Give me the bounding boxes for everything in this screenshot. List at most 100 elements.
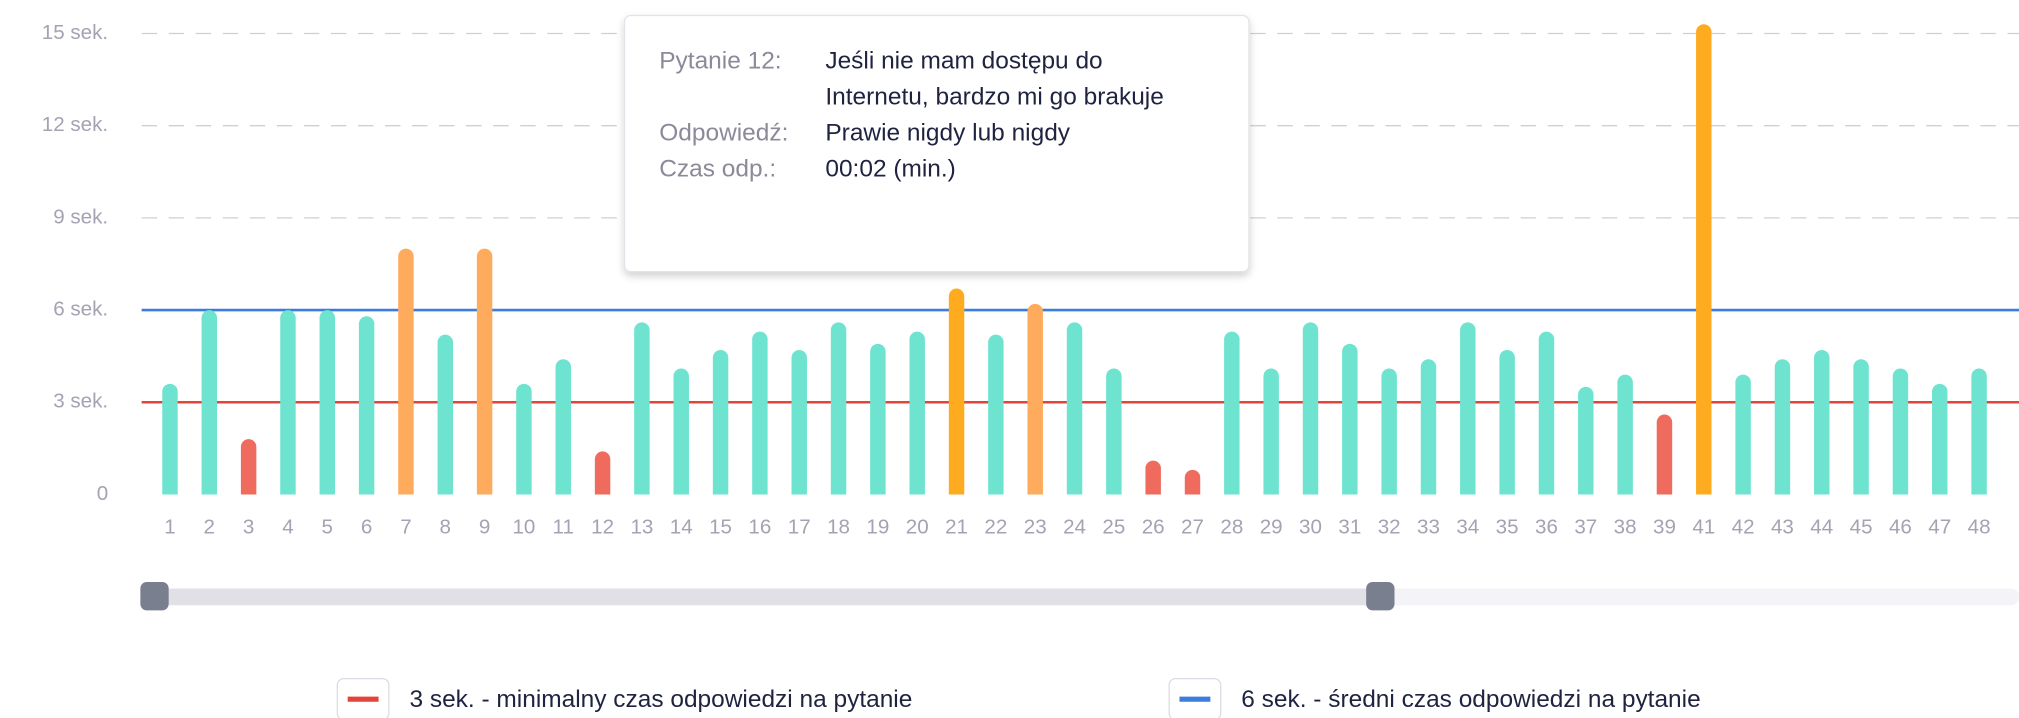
y-tick-label: 9 sek.	[53, 205, 108, 228]
x-tick-label: 48	[1968, 515, 1991, 538]
tooltip-value: Internetu, bardzo mi go brakuje	[825, 83, 1163, 110]
x-tick-label: 18	[827, 515, 850, 538]
x-tick-label: 3	[243, 515, 254, 538]
x-tick-label: 20	[906, 515, 929, 538]
bar	[1066, 322, 1083, 495]
bar	[319, 310, 336, 495]
x-tick-label: 15	[709, 515, 732, 538]
x-tick-label: 17	[788, 515, 811, 538]
tooltip-key: Czas odp.:	[659, 155, 776, 182]
x-tick-label: 1	[164, 515, 175, 538]
bar	[1381, 368, 1397, 495]
tooltip-box	[623, 14, 1250, 273]
bar	[948, 288, 965, 495]
x-tick-label: 7	[400, 515, 411, 538]
x-tick-label: 13	[630, 515, 653, 538]
bar	[555, 359, 571, 495]
slider-handle[interactable]	[140, 582, 169, 611]
x-tick-label: 29	[1260, 515, 1283, 538]
x-tick-label: 27	[1181, 515, 1204, 538]
bar	[1656, 414, 1673, 495]
bar	[1853, 359, 1869, 495]
y-tick-label: 12 sek.	[42, 113, 108, 136]
x-tick-label: 39	[1653, 515, 1676, 538]
bar	[1578, 386, 1594, 495]
bar	[1814, 350, 1830, 495]
bar	[1224, 331, 1240, 495]
x-tick-label: 36	[1535, 515, 1558, 538]
x-tick-label: 44	[1810, 515, 1833, 538]
x-tick-label: 33	[1417, 515, 1440, 538]
x-tick-label: 10	[512, 515, 535, 538]
x-tick-label: 19	[866, 515, 889, 538]
x-tick-label: 41	[1692, 515, 1715, 538]
x-tick-label: 11	[553, 515, 574, 538]
bar	[634, 322, 650, 495]
bar	[398, 248, 414, 495]
legend: 3 sek. - minimalny czas odpowiedzi na py…	[336, 677, 1701, 718]
x-tick-label: 6	[361, 515, 372, 538]
bar	[1892, 368, 1909, 495]
bar	[1499, 350, 1515, 495]
plot-area: 03 sek.6 sek.9 sek.12 sek.15 sek.1 2 3 4 5 6 7…	[42, 21, 2019, 538]
range-slider[interactable]	[140, 582, 2019, 611]
x-tick-label: 14	[670, 515, 693, 538]
y-tick-label: 15 sek.	[42, 21, 108, 44]
bar	[712, 350, 729, 495]
tooltip: Pytanie 12: Jeśli nie mam dostępu do Inter…	[623, 14, 1250, 273]
x-tick-label: 30	[1299, 515, 1322, 538]
bar	[1184, 469, 1201, 495]
bar	[673, 368, 689, 495]
x-tick-label: 31	[1338, 515, 1361, 538]
slider-handle[interactable]	[1366, 582, 1395, 611]
bar	[1106, 368, 1122, 495]
bar	[358, 316, 375, 495]
x-tick-label: 38	[1614, 515, 1637, 538]
tooltip-value: Jeśli nie mam dostępu do	[825, 47, 1102, 74]
bar	[1971, 368, 1987, 495]
bar	[909, 331, 925, 495]
x-tick-label: 34	[1456, 515, 1479, 538]
x-tick-label: 35	[1496, 515, 1519, 538]
tooltip-value: 00:02 (min.)	[825, 155, 955, 182]
x-tick-label: 43	[1771, 515, 1794, 538]
y-tick-label: 0	[97, 482, 108, 505]
bar	[516, 383, 532, 495]
x-tick-label: 2	[204, 515, 215, 538]
x-tick-label: 4	[282, 515, 293, 538]
x-tick-label: 8	[440, 515, 451, 538]
bar	[1342, 343, 1358, 495]
tooltip-key: Odpowiedź:	[659, 119, 788, 146]
bar	[1145, 460, 1161, 495]
x-tick-label: 16	[748, 515, 771, 538]
bar	[1263, 368, 1279, 495]
tooltip-value: Prawie nigdy lub nigdy	[825, 119, 1070, 146]
slider-range	[141, 588, 1381, 606]
bar	[1735, 374, 1751, 495]
x-tick-label: 47	[1928, 515, 1951, 538]
bar	[1027, 303, 1043, 495]
bar	[201, 310, 218, 495]
bar	[830, 322, 847, 495]
x-tick-label: 22	[984, 515, 1007, 538]
x-tick-label: 46	[1889, 515, 1912, 538]
bar	[162, 383, 178, 495]
x-tick-label: 5	[322, 515, 333, 538]
bar	[1420, 359, 1437, 495]
x-tick-label: 12	[591, 515, 614, 538]
x-tick-label: 32	[1378, 515, 1401, 538]
bar	[1617, 374, 1633, 495]
bar	[476, 248, 493, 495]
bar	[1696, 24, 1712, 495]
x-tick-label: 25	[1102, 515, 1125, 538]
bar	[1774, 359, 1791, 495]
bar	[988, 334, 1004, 495]
y-tick-label: 6 sek.	[53, 298, 108, 321]
bar	[870, 343, 886, 495]
bar	[1302, 322, 1319, 495]
tooltip-key: Pytanie 12:	[659, 47, 781, 74]
bar	[437, 334, 453, 495]
x-tick-label: 24	[1063, 515, 1086, 538]
y-tick-label: 3 sek.	[53, 390, 108, 413]
